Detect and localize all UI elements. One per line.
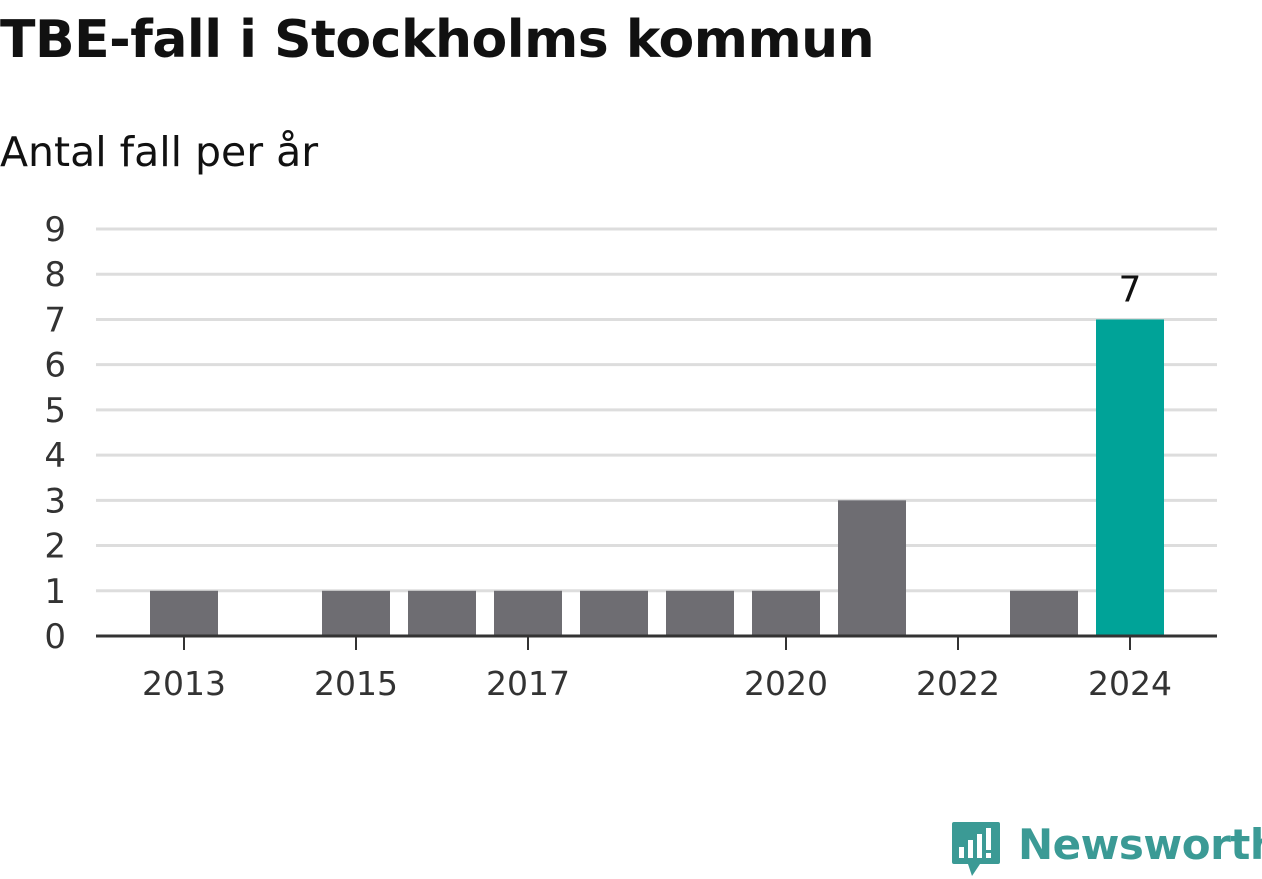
newsworthy-logo: Newsworthy [950,818,1262,878]
bar-2021 [838,500,906,636]
y-tick-label-5: 5 [44,391,66,431]
gridlines [96,227,1217,593]
x-tick-label-2015: 2015 [314,664,398,703]
bar-2018 [580,590,648,636]
bar-2016 [408,590,476,636]
x-tick-label-2017: 2017 [486,664,570,703]
bar-2019 [666,590,734,636]
x-tick-label-2020: 2020 [744,664,828,703]
data-label-2024: 7 [1119,269,1142,310]
newsworthy-logo-icon [952,822,1000,876]
newsworthy-logo-text: Newsworthy [1018,820,1262,869]
y-tick-label-7: 7 [44,300,66,340]
y-tick-label-6: 6 [44,346,66,386]
bar-2013 [150,590,218,636]
chart-subtitle: Antal fall per år [0,128,319,176]
bar-2015 [322,590,390,636]
bar-2020 [752,590,820,636]
labels: 0 1 2 3 4 5 6 7 8 9 2013 2015 2017 2020 2022 2024 7 [44,210,1172,703]
x-tick-label-2024: 2024 [1088,664,1172,703]
y-tick-label-4: 4 [44,436,66,476]
bar-2024 [1096,319,1164,636]
x-tick-label-2022: 2022 [916,664,1000,703]
axes [96,634,1217,650]
y-tick-label-1: 1 [44,572,66,612]
x-tick-label-2013: 2013 [142,664,226,703]
y-tick-label-3: 3 [44,481,66,521]
chart-title: TBE-fall i Stockholms kommun [0,10,875,70]
y-tick-label-8: 8 [44,255,66,295]
bars [150,319,1164,636]
y-tick-label-9: 9 [44,210,66,250]
y-tick-label-2: 2 [44,527,66,567]
bar-2023 [1010,590,1078,636]
y-tick-label-0: 0 [44,617,66,657]
bar-2017 [494,590,562,636]
